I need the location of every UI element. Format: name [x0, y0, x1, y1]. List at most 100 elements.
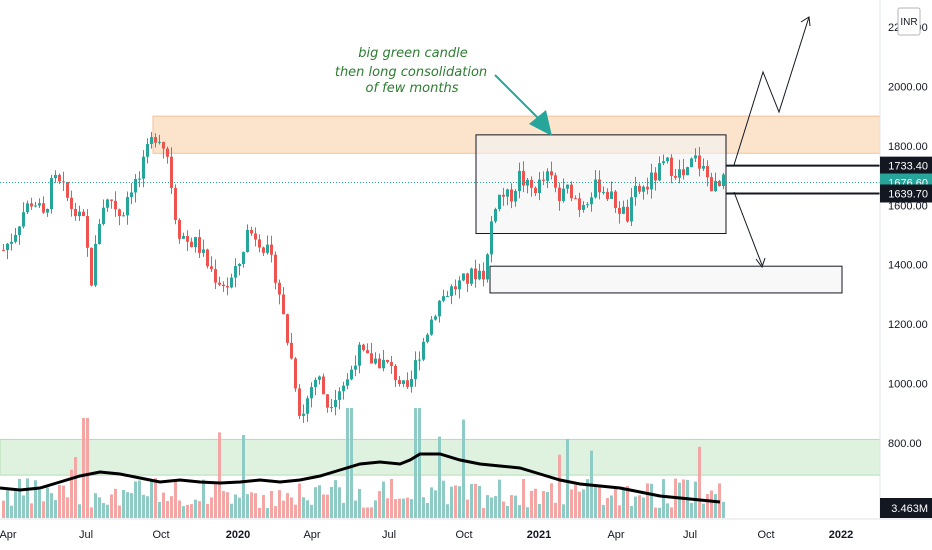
- volume-bar: [530, 490, 533, 518]
- candle-body: [34, 205, 37, 207]
- volume-bar: [470, 484, 473, 518]
- volume-bar: [438, 436, 441, 518]
- volume-bar: [354, 500, 357, 518]
- candle-body: [70, 197, 73, 209]
- volume-bar: [418, 408, 421, 518]
- x-tick-label: Jul: [683, 529, 697, 541]
- candle-body: [286, 314, 289, 343]
- y-tick-label: 2000.00: [888, 81, 928, 93]
- annotation-line-2: then long consolidation: [335, 65, 487, 80]
- candle-body: [66, 182, 69, 198]
- price-tag-label: 1639.70: [888, 188, 928, 200]
- volume-bar: [582, 489, 585, 518]
- candle-body: [278, 282, 281, 295]
- annotation-line-3: of few months: [366, 81, 459, 96]
- candle-body: [122, 215, 125, 217]
- candle-body: [378, 358, 381, 369]
- annotation-line-1: big green candle: [358, 46, 467, 61]
- volume-bar: [622, 489, 625, 518]
- annotation-arrow-head: [529, 110, 552, 136]
- volume-bar: [514, 495, 517, 518]
- volume-bar: [294, 504, 297, 518]
- candle-body: [410, 378, 413, 387]
- volume-bar: [254, 493, 257, 518]
- volume-bar: [326, 494, 329, 518]
- volume-bars: [2, 408, 725, 518]
- y-tick-label: 1000.00: [888, 379, 928, 391]
- candle-body: [58, 174, 61, 182]
- volume-bar: [134, 481, 137, 518]
- candle-body: [202, 249, 205, 253]
- candle-body: [722, 174, 725, 187]
- y-tick-label: 1400.00: [888, 260, 928, 272]
- volume-bar: [202, 479, 205, 518]
- price-tag-label: 1733.40: [888, 161, 928, 173]
- volume-bar: [10, 505, 13, 518]
- y-tick-label: 1200.00: [888, 319, 928, 331]
- candle-body: [322, 376, 325, 395]
- candle-body: [418, 359, 421, 361]
- candle-body: [290, 342, 293, 359]
- candle-body: [686, 167, 689, 176]
- x-tick-label: Apr: [0, 529, 17, 541]
- candle-body: [698, 155, 701, 169]
- candle-body: [650, 172, 653, 190]
- candle-body: [42, 203, 45, 213]
- candle-body: [318, 376, 321, 380]
- volume-bar: [166, 501, 169, 518]
- volume-bar: [662, 479, 665, 518]
- volume-bar: [422, 497, 425, 518]
- candle-body: [110, 199, 113, 201]
- candle-body: [310, 387, 313, 399]
- volume-bar: [322, 494, 325, 518]
- volume-bar: [518, 505, 521, 518]
- candle-body: [190, 241, 193, 248]
- volume-bar: [534, 488, 537, 518]
- volume-bar: [318, 485, 321, 518]
- volume-bar: [222, 490, 225, 518]
- candle-body: [230, 277, 233, 288]
- volume-bar: [178, 500, 181, 518]
- x-tick-label: Apr: [607, 529, 624, 541]
- volume-bar: [478, 486, 481, 518]
- volume-bar: [234, 494, 237, 518]
- candle-body: [446, 295, 449, 297]
- candle-body: [702, 166, 705, 169]
- candle-body: [622, 206, 625, 214]
- candle-body: [390, 362, 393, 366]
- candle-body: [374, 358, 377, 364]
- volume-bar: [486, 495, 489, 518]
- candle-body: [26, 203, 29, 213]
- volume-bar: [434, 490, 437, 518]
- volume-bar: [406, 497, 409, 518]
- volume-bar: [170, 496, 173, 518]
- volume-bar: [602, 504, 605, 518]
- volume-bar: [342, 502, 345, 518]
- candle-body: [430, 319, 433, 335]
- time-axis[interactable]: Apr Jul Oct 2020 Apr Jul Oct 2021 Apr Jul Oct 2022: [0, 529, 853, 541]
- candle-body: [690, 158, 693, 168]
- candle-body: [254, 233, 257, 240]
- candle-body: [502, 194, 505, 197]
- candle-body: [326, 394, 329, 408]
- candle-body: [582, 205, 585, 210]
- candle-body: [334, 399, 337, 408]
- candle-body: [570, 184, 573, 199]
- candle-body: [222, 284, 225, 287]
- volume-bar: [62, 485, 65, 518]
- x-tick-label: Oct: [757, 529, 774, 541]
- candle-body: [666, 157, 669, 162]
- price-axis[interactable]: 800.00 1000.00 1200.00 1400.00 1600.00 1800.0…: [888, 22, 928, 450]
- volume-bar: [722, 501, 725, 518]
- candle-body: [402, 380, 405, 385]
- volume-bar: [90, 507, 93, 518]
- candle-body: [82, 211, 85, 217]
- volume-bar: [670, 507, 673, 518]
- y-tick-label: 1800.00: [888, 141, 928, 153]
- volume-bar: [410, 499, 413, 518]
- currency-label[interactable]: INR: [897, 7, 921, 36]
- candle-body: [550, 171, 553, 176]
- candle-body: [626, 206, 629, 222]
- volume-bar: [618, 505, 621, 518]
